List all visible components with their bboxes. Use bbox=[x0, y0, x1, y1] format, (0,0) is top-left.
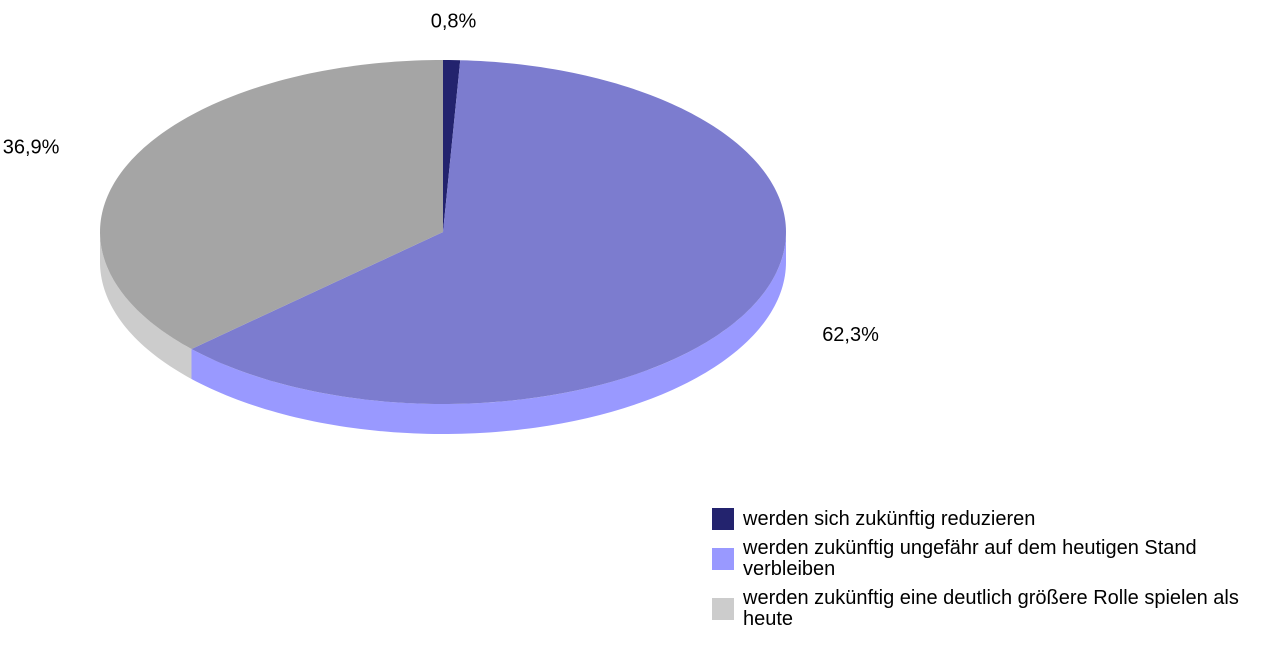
legend-item: werden sich zukünftig reduzieren bbox=[712, 508, 1267, 530]
legend-label: werden zukünftig ungefähr auf dem heutig… bbox=[743, 537, 1197, 580]
slice bbox=[100, 60, 443, 349]
legend-label: werden sich zukünftig reduzieren bbox=[743, 507, 1036, 530]
data-label: 0,8% bbox=[431, 11, 477, 33]
data-label: 62,3% bbox=[822, 324, 879, 346]
legend-item: werden zukünftig ungefähr auf dem heutig… bbox=[712, 538, 1267, 580]
legend-swatch bbox=[712, 508, 734, 530]
legend-swatch bbox=[712, 548, 734, 570]
legend-label: werden zukünftig eine deutlich größere R… bbox=[743, 587, 1239, 630]
legend: werden sich zukünftig reduzieren werden z… bbox=[712, 508, 1267, 638]
legend-item: werden zukünftig eine deutlich größere R… bbox=[712, 588, 1267, 630]
slice bbox=[443, 60, 461, 232]
slice bbox=[191, 60, 786, 404]
legend-swatch bbox=[712, 598, 734, 620]
slice-side bbox=[100, 232, 192, 379]
data-label: 36,9% bbox=[3, 136, 60, 158]
slice-side bbox=[191, 232, 787, 434]
